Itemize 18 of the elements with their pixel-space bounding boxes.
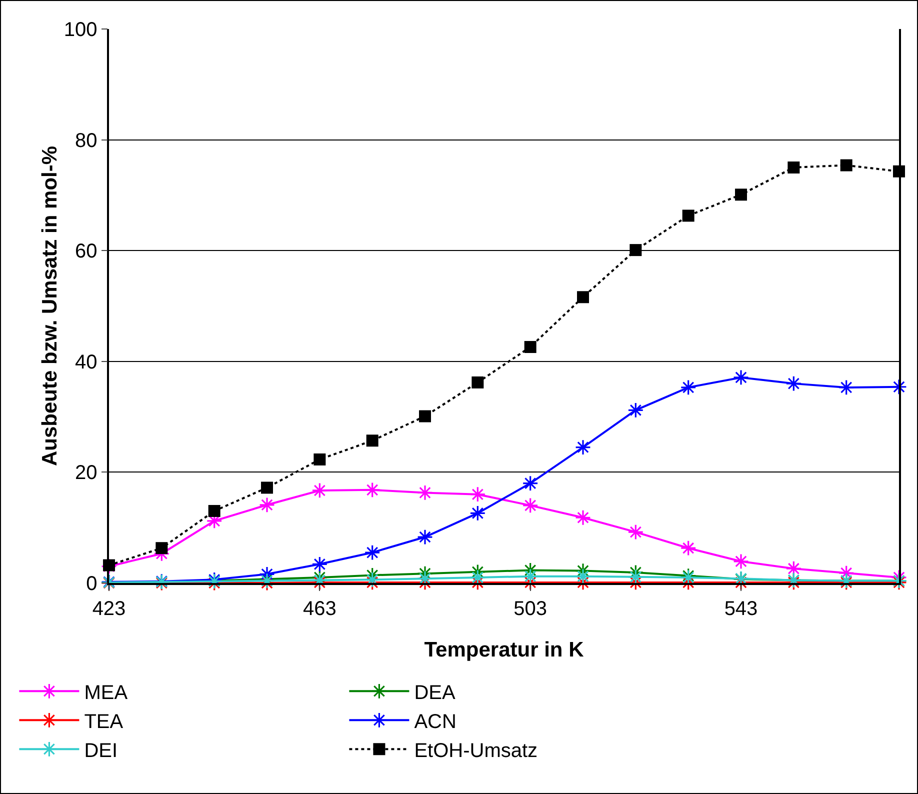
x-tick-label: 503 [514, 598, 548, 620]
legend-label: DEI [84, 740, 118, 762]
legend-label: ACN [414, 710, 456, 733]
x-tick-label: 463 [302, 598, 336, 620]
y-tick-label: 60 [75, 240, 98, 263]
x-tick-label: 423 [92, 598, 126, 620]
y-tick-label: 80 [75, 130, 98, 152]
y-tick-label: 100 [64, 19, 98, 41]
legend-label: DEA [414, 682, 456, 704]
y-tick-label: 40 [75, 351, 98, 374]
legend-label: TEA [84, 710, 124, 733]
legend-label: MEA [84, 682, 128, 704]
x-tick-label: 543 [724, 598, 758, 620]
y-tick-label: 20 [75, 462, 98, 484]
legend-label: EtOH-Umsatz [414, 740, 538, 762]
x-axis-title: Temperatur in K [424, 638, 584, 662]
y-axis-title: Ausbeute bzw. Umsatz in mol-% [38, 146, 62, 466]
y-tick-label: 0 [86, 573, 98, 595]
